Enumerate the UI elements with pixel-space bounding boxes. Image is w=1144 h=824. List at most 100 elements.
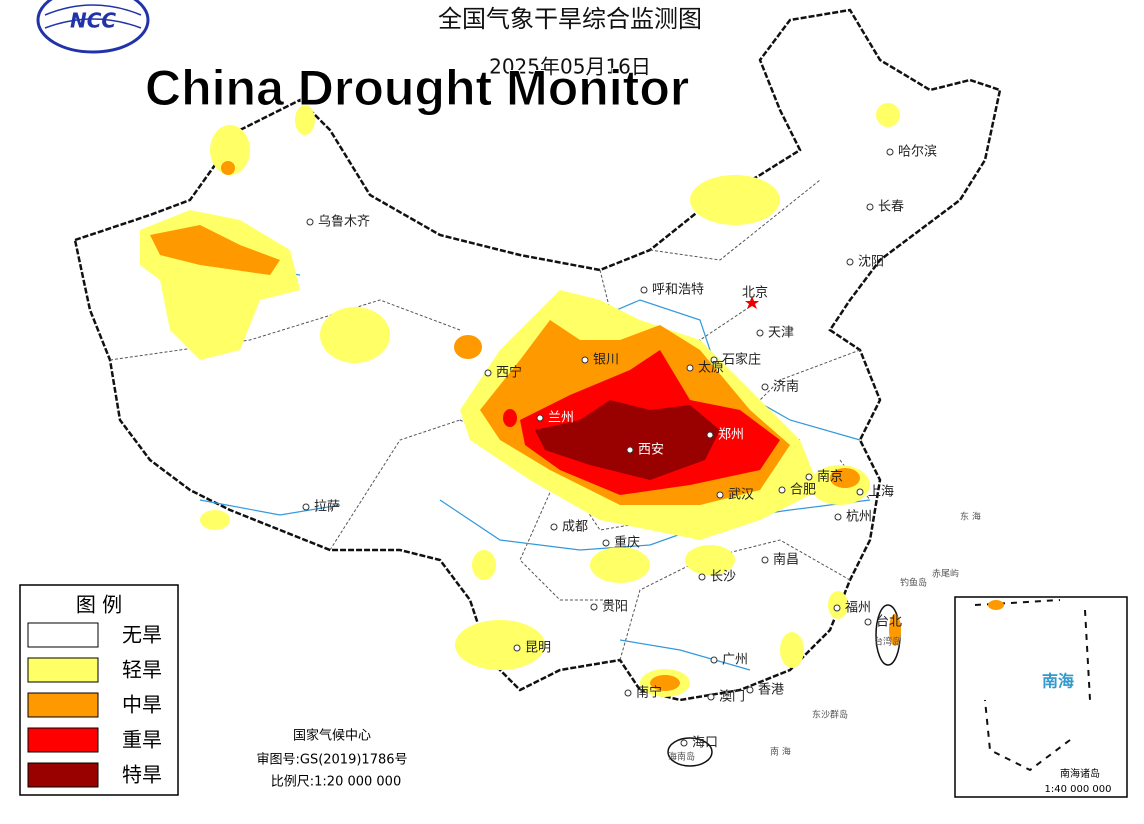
city-label: 广州 xyxy=(722,653,748,668)
drought-area xyxy=(320,307,390,363)
legend-swatch xyxy=(27,657,99,683)
city-marker xyxy=(581,356,589,364)
drought-area xyxy=(150,225,280,275)
city-marker xyxy=(756,329,764,337)
city-marker xyxy=(834,513,842,521)
city-label: 上海 xyxy=(868,485,894,500)
city-label: 长沙 xyxy=(710,570,736,585)
city-label: 呼和浩特 xyxy=(652,283,704,298)
drought-area xyxy=(876,103,900,127)
drought-area xyxy=(535,400,720,480)
legend-label: 轻旱 xyxy=(122,658,162,682)
city-marker xyxy=(602,539,610,547)
city-label: 济南 xyxy=(773,379,799,395)
inset-drought xyxy=(988,600,1004,610)
legend-label: 无旱 xyxy=(122,623,162,647)
city-marker xyxy=(707,693,715,701)
hainan-outline xyxy=(667,737,713,767)
place-label: 南 海 xyxy=(770,746,791,758)
city-marker xyxy=(698,573,706,581)
place-label: 东 海 xyxy=(960,511,981,523)
drought-area xyxy=(454,335,482,359)
city-label: 昆明 xyxy=(525,641,551,656)
place-label: 钓鱼岛 xyxy=(900,577,927,589)
legend-swatch xyxy=(27,692,99,718)
city-label: 南昌 xyxy=(773,552,799,568)
city-marker xyxy=(805,473,813,481)
legend-label: 重旱 xyxy=(122,728,162,752)
city-label: 沈阳 xyxy=(858,255,884,270)
city-marker xyxy=(846,258,854,266)
city-label: 南京 xyxy=(817,469,843,485)
inset-sea: 南海 xyxy=(1042,672,1074,691)
inset-title: 南海诸岛 xyxy=(1060,767,1100,780)
city-label: 太原 xyxy=(698,361,724,376)
city-marker xyxy=(886,148,894,156)
legend-swatch xyxy=(27,762,99,788)
city-marker xyxy=(706,431,714,439)
city-marker xyxy=(761,383,769,391)
city-marker xyxy=(746,686,754,694)
city-label: 哈尔滨 xyxy=(898,144,937,160)
legend-box xyxy=(19,584,179,796)
city-marker xyxy=(626,446,634,454)
city-label: 拉萨 xyxy=(314,500,340,515)
place-label: 台湾岛 xyxy=(874,636,901,648)
drought-area xyxy=(455,620,545,670)
city-label: 福州 xyxy=(845,601,871,616)
city-marker xyxy=(866,203,874,211)
city-marker xyxy=(710,656,718,664)
title-cn: 全国气象干旱综合监测图 xyxy=(438,5,702,33)
drought-areas xyxy=(140,103,901,697)
inset-boundary xyxy=(974,599,1091,772)
drought-area xyxy=(221,161,235,175)
city-marker xyxy=(550,523,558,531)
city-label: 长春 xyxy=(878,200,904,215)
drought-area xyxy=(503,409,517,427)
city-label: 西宁 xyxy=(496,365,522,381)
city-label: 兰州 xyxy=(548,411,574,426)
logo-lines xyxy=(44,4,142,29)
title-en: China Drought Monitor xyxy=(145,60,689,116)
drought-area xyxy=(200,510,230,530)
place-label: 赤尾屿 xyxy=(932,569,959,580)
city-marker xyxy=(716,491,724,499)
city-label: 香港 xyxy=(758,683,784,698)
city-marker xyxy=(302,503,310,511)
footer-scale: 比例尺:1:20 000 000 xyxy=(271,775,401,790)
city-label: 澳门 xyxy=(719,689,745,705)
drought-area xyxy=(685,545,735,575)
logo xyxy=(36,0,150,54)
city-label: 台北 xyxy=(876,615,902,630)
city-marker xyxy=(856,488,864,496)
city-label: 郑州 xyxy=(718,428,744,443)
drought-area xyxy=(889,614,901,646)
city-label: 北京 xyxy=(742,286,768,301)
drought-area xyxy=(295,105,315,135)
city-marker xyxy=(778,486,786,494)
city-label: 南宁 xyxy=(636,685,662,701)
city-marker xyxy=(306,218,314,226)
city-marker xyxy=(590,603,598,611)
city-marker xyxy=(536,414,544,422)
city-marker xyxy=(513,644,521,652)
legend-swatch xyxy=(27,727,99,753)
inset-box xyxy=(954,596,1128,798)
drought-area xyxy=(210,125,250,175)
city-label: 成都 xyxy=(562,520,588,535)
legend-title: 图 例 xyxy=(76,593,122,617)
city-label: 杭州 xyxy=(846,510,872,525)
drought-area xyxy=(650,675,680,691)
drought-area xyxy=(830,468,860,488)
city-marker xyxy=(484,369,492,377)
city-label: 天津 xyxy=(768,326,794,341)
city-marker xyxy=(864,618,872,626)
city-marker xyxy=(680,739,688,747)
footer-approval: 审图号:GS(2019)1786号 xyxy=(256,753,407,768)
city-marker xyxy=(833,604,841,612)
inset-scale: 1:40 000 000 xyxy=(1045,784,1112,795)
city-marker xyxy=(640,286,648,294)
